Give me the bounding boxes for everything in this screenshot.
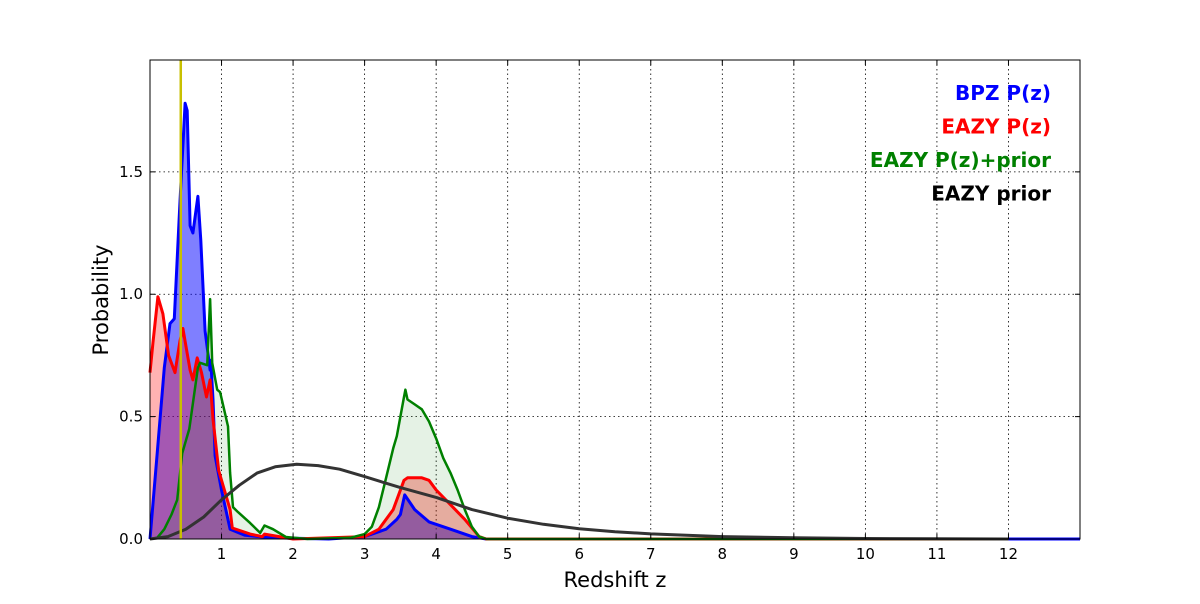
legend-entry: EAZY P(z) [941,115,1051,139]
x-tick-label: 11 [927,545,946,563]
x-tick-label: 4 [431,545,441,563]
eazy-prior-line [149,462,1009,541]
plot-frame [149,59,1081,540]
legend: BPZ P(z) EAZY P(z) EAZY P(z)+prior EAZY pri… [870,81,1051,206]
legend-entry: BPZ P(z) [955,81,1051,105]
ticks: 1 2 3 4 5 6 7 8 9 10 11 120.00.51.01.5 [119,60,1080,563]
x-tick-label: 12 [999,545,1018,563]
x-tick-label: 9 [789,545,799,563]
y-tick-label: 0.0 [119,530,143,548]
x-tick-label: 2 [288,545,298,563]
x-tick-label: 1 [217,545,227,563]
grid [150,60,1080,539]
x-tick-label: 5 [503,545,513,563]
x-tick-label: 3 [360,545,370,563]
series-lines [148,60,1080,541]
x-tick-label: 8 [718,545,728,563]
y-tick-label: 1.5 [119,163,143,181]
x-tick-label: 7 [646,545,656,563]
y-tick-label: 1.0 [119,285,143,303]
legend-entry: EAZY prior [931,182,1051,206]
eazy-p-z-fill [150,296,1009,539]
eazy-p-z-prior-line [149,297,1009,541]
eazy-p-z-line [148,295,1009,541]
eazy-p-z-prior-fill [150,299,1009,539]
series-fills [150,103,1080,540]
y-tick-label: 0.5 [119,408,143,426]
x-tick-label: 6 [574,545,584,563]
legend-entry: EAZY P(z)+prior [870,148,1051,172]
x-axis-label: Redshift z [564,568,667,592]
x-tick-label: 10 [856,545,875,563]
y-axis-label: Probability [89,244,113,355]
